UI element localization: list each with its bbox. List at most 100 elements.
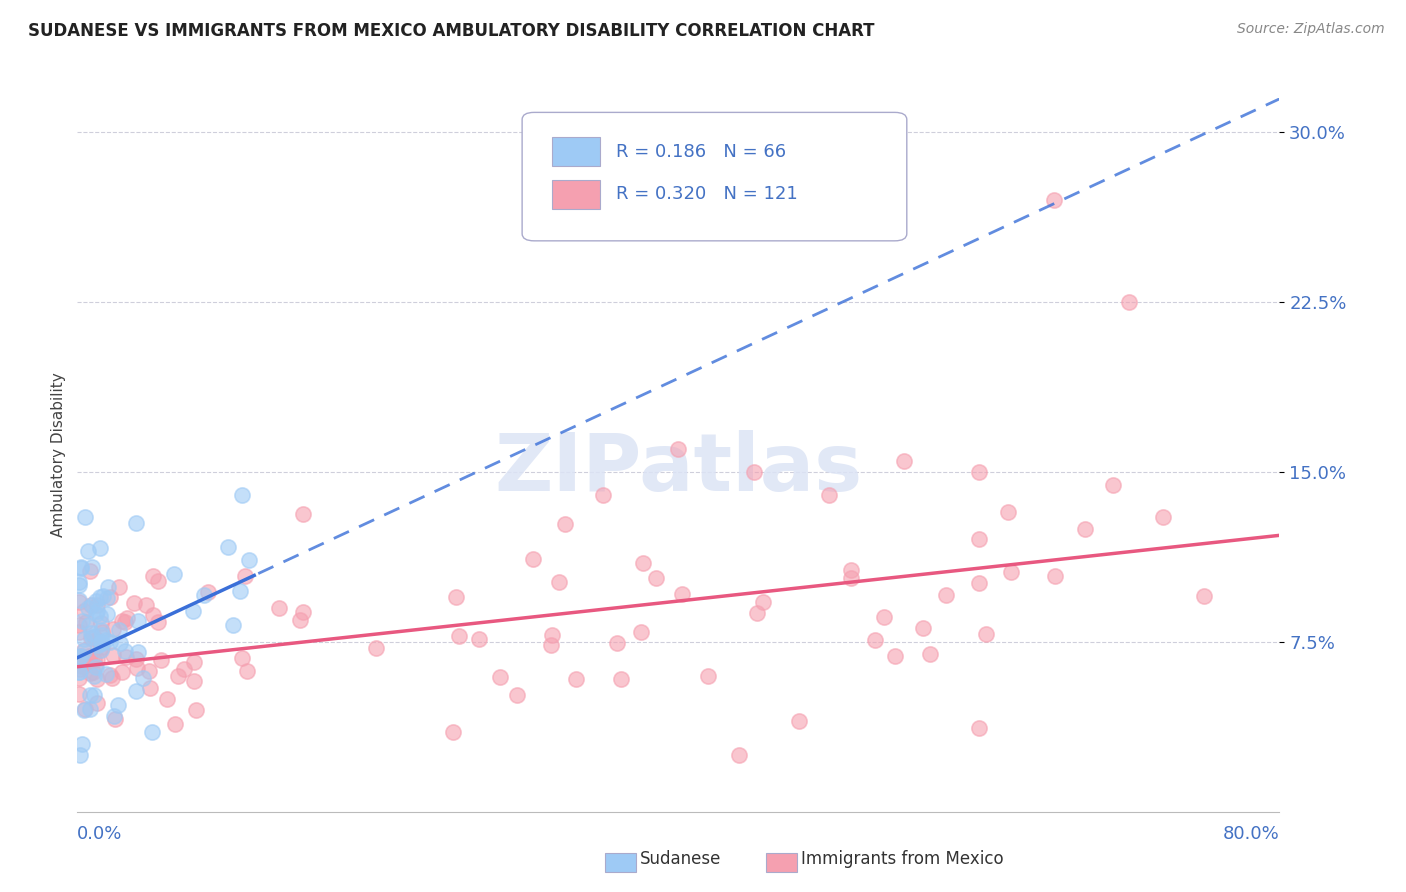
Point <box>610 672 633 686</box>
Point <box>101 648 124 662</box>
Point <box>541 628 564 642</box>
Point <box>150 653 173 667</box>
Point <box>125 661 148 675</box>
Point <box>86 652 108 666</box>
Point <box>67 658 90 673</box>
Point <box>141 724 163 739</box>
Text: SUDANESE VS IMMIGRANTS FROM MEXICO AMBULATORY DISABILITY CORRELATION CHART: SUDANESE VS IMMIGRANTS FROM MEXICO AMBUL… <box>28 22 875 40</box>
Point <box>547 575 569 590</box>
Point <box>564 672 586 686</box>
Point <box>592 487 614 501</box>
Point <box>115 611 138 625</box>
Point <box>146 574 169 588</box>
Point <box>70 649 93 664</box>
Point <box>222 617 245 632</box>
Point <box>70 737 93 751</box>
Point <box>114 615 136 629</box>
Point <box>89 609 111 624</box>
Point <box>76 544 98 558</box>
Point <box>1000 566 1022 580</box>
Point <box>73 643 96 657</box>
Point <box>89 643 111 657</box>
Point <box>863 632 886 647</box>
Point <box>98 668 121 682</box>
FancyBboxPatch shape <box>553 137 600 166</box>
Point <box>70 648 93 663</box>
Point <box>100 591 122 605</box>
Point <box>969 722 991 736</box>
Point <box>752 595 775 609</box>
Point <box>79 702 101 716</box>
Point <box>554 516 576 531</box>
Text: R = 0.320   N = 121: R = 0.320 N = 121 <box>616 186 797 203</box>
Point <box>231 487 253 501</box>
Point <box>107 623 129 637</box>
Point <box>967 533 990 547</box>
Point <box>107 698 129 713</box>
Point <box>630 624 652 639</box>
Point <box>197 585 219 599</box>
Point <box>156 692 179 706</box>
Point <box>288 613 311 627</box>
Point <box>70 615 93 629</box>
Point <box>70 561 93 575</box>
Point <box>108 636 131 650</box>
Text: 0.0%: 0.0% <box>77 825 122 843</box>
Point <box>86 697 108 711</box>
Point <box>645 571 668 585</box>
Y-axis label: Ambulatory Disability: Ambulatory Disability <box>51 373 66 537</box>
Point <box>873 610 896 624</box>
Point <box>79 665 101 680</box>
Point <box>82 665 104 680</box>
Point <box>79 688 101 702</box>
Point <box>918 647 941 661</box>
Point <box>80 631 103 645</box>
Point <box>90 624 112 639</box>
Point <box>893 453 915 467</box>
Point <box>974 627 997 641</box>
Point <box>1118 295 1140 310</box>
Point <box>83 653 105 667</box>
Point <box>138 681 160 695</box>
Point <box>292 507 315 521</box>
Point <box>181 604 204 618</box>
Point <box>84 594 107 608</box>
Point <box>90 623 112 637</box>
Point <box>83 689 105 703</box>
Point <box>69 662 91 676</box>
Point <box>467 632 489 646</box>
Point <box>69 748 91 763</box>
Point <box>93 589 115 603</box>
Text: Immigrants from Mexico: Immigrants from Mexico <box>801 850 1004 868</box>
Point <box>883 648 905 663</box>
Point <box>364 641 387 656</box>
Point <box>77 653 100 667</box>
Point <box>631 556 654 570</box>
Point <box>89 541 111 555</box>
Point <box>125 652 148 666</box>
Point <box>912 621 935 635</box>
Point <box>73 643 96 657</box>
Point <box>76 600 98 615</box>
Point <box>841 570 863 584</box>
Point <box>67 665 90 679</box>
Point <box>817 487 839 501</box>
Text: R = 0.186   N = 66: R = 0.186 N = 66 <box>616 143 786 161</box>
Point <box>89 643 111 657</box>
Point <box>1192 589 1215 603</box>
Point <box>83 669 105 683</box>
Point <box>742 465 765 479</box>
Point <box>86 607 108 621</box>
Point <box>67 575 90 590</box>
Point <box>72 658 94 673</box>
Point <box>183 656 205 670</box>
Point <box>97 580 120 594</box>
Point <box>83 630 105 644</box>
Point <box>86 673 108 687</box>
Point <box>291 605 314 619</box>
Point <box>86 660 108 674</box>
Point <box>671 587 693 601</box>
Point <box>98 634 121 648</box>
Point <box>111 614 134 628</box>
Point <box>67 649 90 664</box>
